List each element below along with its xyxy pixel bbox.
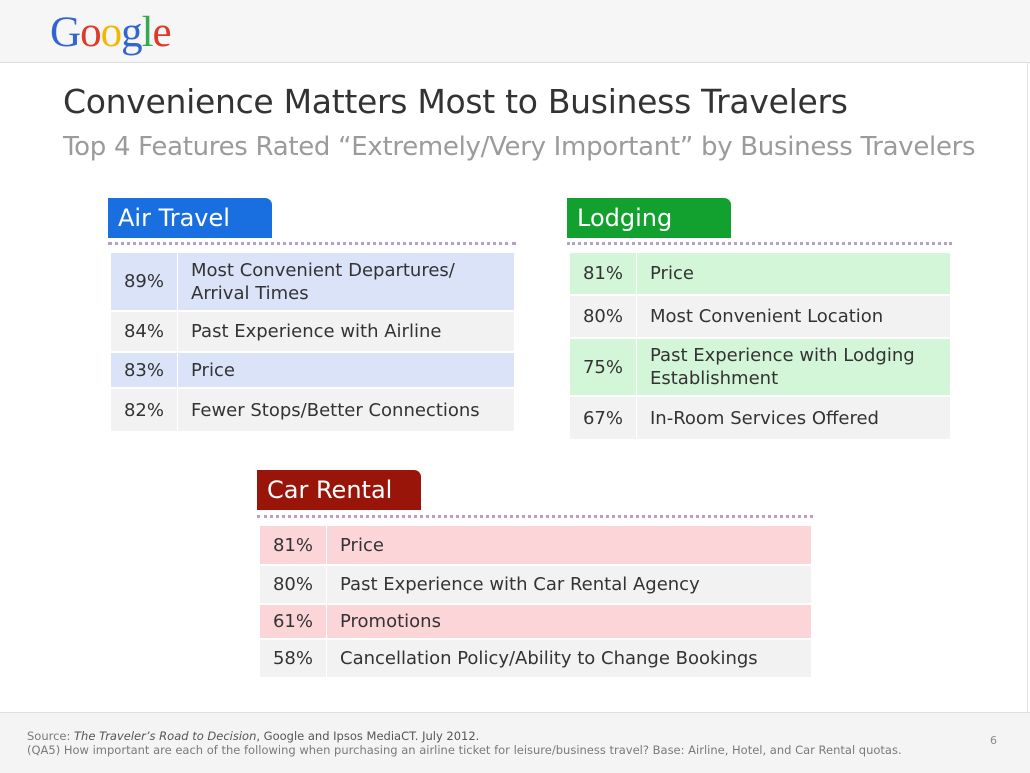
feature-cell: Price (637, 253, 950, 294)
table-row: 75% Past Experience with Lodging Establi… (570, 339, 950, 395)
car-rental-tab: Car Rental (257, 470, 421, 510)
dotted-divider (108, 242, 516, 245)
feature-cell: In-Room Services Offered (637, 397, 950, 439)
table-row: 58% Cancellation Policy/Ability to Chang… (260, 640, 811, 677)
percent-cell: 81% (260, 526, 326, 564)
table-row: 81% Price (260, 526, 811, 564)
percent-cell: 58% (260, 640, 326, 677)
percent-cell: 67% (570, 397, 636, 439)
dotted-divider (567, 242, 952, 245)
table-row: 61% Promotions (260, 605, 811, 638)
air-travel-section: Air Travel 89% Most Convenient Departure… (108, 198, 516, 434)
table-row: 89% Most Convenient Departures/ Arrival … (111, 253, 514, 310)
feature-cell: Promotions (327, 605, 811, 638)
percent-cell: 61% (260, 605, 326, 638)
feature-cell: Most Convenient Departures/ Arrival Time… (178, 253, 514, 310)
percent-cell: 84% (111, 312, 177, 351)
table-row: 80% Most Convenient Location (570, 296, 950, 337)
lodging-tab: Lodging (567, 198, 731, 238)
google-logo: Google (50, 9, 172, 57)
table-row: 83% Price (111, 353, 514, 387)
percent-cell: 80% (260, 566, 326, 603)
dotted-divider (257, 515, 813, 518)
table-row: 81% Price (570, 253, 950, 294)
footer-bar: Source: The Traveler’s Road to Decision,… (0, 712, 1030, 773)
logo-letter: g (121, 9, 142, 56)
air-travel-tab: Air Travel (108, 198, 272, 238)
feature-cell: Past Experience with Car Rental Agency (327, 566, 811, 603)
slide-title: Convenience Matters Most to Business Tra… (63, 82, 848, 121)
percent-cell: 89% (111, 253, 177, 310)
feature-cell: Past Experience with Lodging Establishme… (637, 339, 950, 395)
page-number: 6 (990, 734, 997, 747)
feature-cell: Price (327, 526, 811, 564)
percent-cell: 82% (111, 389, 177, 431)
logo-letter: G (50, 9, 81, 56)
car-rental-section: Car Rental 81% Price 80% Past Experience… (257, 470, 813, 680)
percent-cell: 80% (570, 296, 636, 337)
logo-letter: o (80, 9, 101, 56)
source-title: The Traveler’s Road to Decision (74, 729, 257, 743)
lodging-section: Lodging 81% Price 80% Most Convenient Lo… (567, 198, 952, 442)
source-prefix: Source: (27, 729, 75, 743)
source-citation: Source: The Traveler’s Road to Decision,… (27, 729, 479, 743)
table-row: 84% Past Experience with Airline (111, 312, 514, 351)
feature-cell: Fewer Stops/Better Connections (178, 389, 514, 431)
feature-cell: Price (178, 353, 514, 387)
feature-cell: Cancellation Policy/Ability to Change Bo… (327, 640, 811, 677)
table-row: 67% In-Room Services Offered (570, 397, 950, 439)
logo-letter: e (152, 9, 172, 56)
feature-cell: Past Experience with Airline (178, 312, 514, 351)
percent-cell: 75% (570, 339, 636, 395)
slide-edge (1027, 62, 1028, 712)
logo-letter: l (141, 9, 154, 56)
table-row: 80% Past Experience with Car Rental Agen… (260, 566, 811, 603)
logo-letter: o (100, 9, 122, 56)
table-row: 82% Fewer Stops/Better Connections (111, 389, 514, 431)
source-rest: , Google and Ipsos MediaCT. July 2012. (256, 729, 480, 743)
survey-question-note: (QA5) How important are each of the foll… (27, 743, 902, 757)
percent-cell: 83% (111, 353, 177, 387)
feature-cell: Most Convenient Location (637, 296, 950, 337)
percent-cell: 81% (570, 253, 636, 294)
header-bar: Google (0, 0, 1030, 63)
slide-subtitle: Top 4 Features Rated “Extremely/Very Imp… (63, 132, 976, 162)
